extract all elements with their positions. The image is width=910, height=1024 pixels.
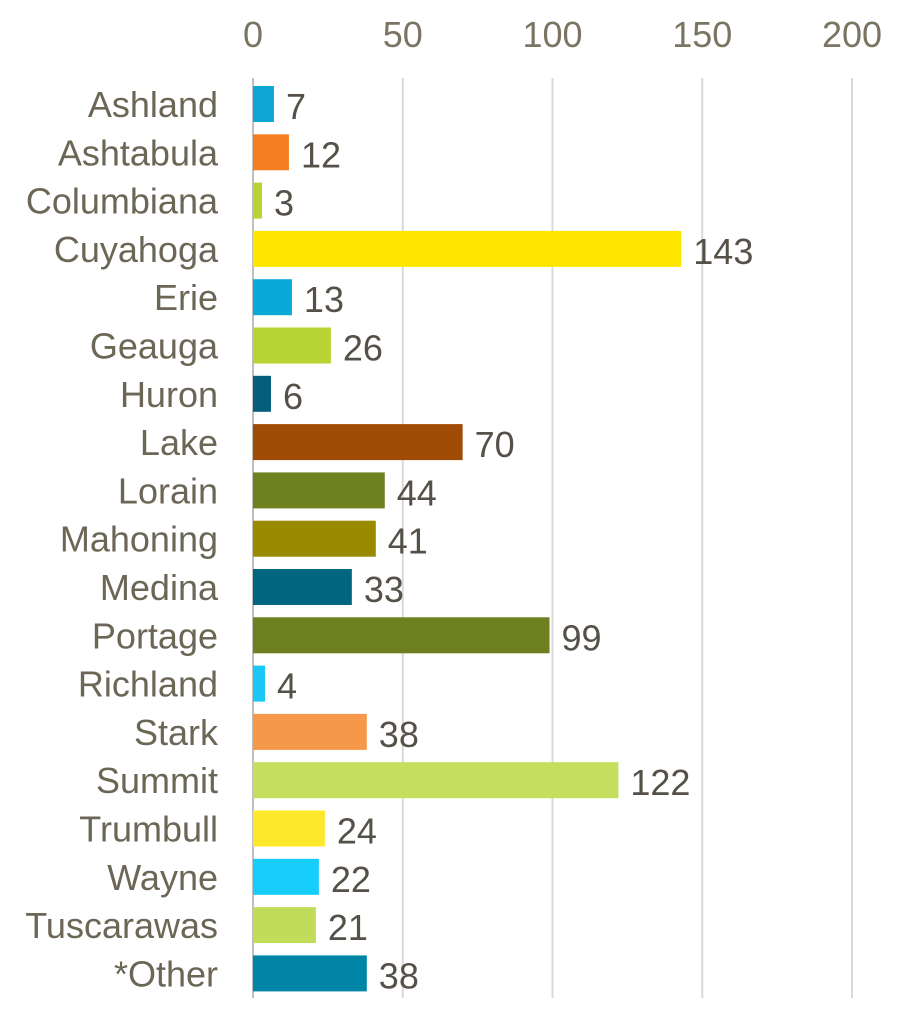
- value-label: 24: [337, 811, 377, 852]
- category-label: Erie: [154, 277, 218, 318]
- bar-trumbull: [253, 810, 325, 847]
- value-label: 12: [301, 134, 341, 175]
- bar-tuscarawas: [253, 907, 316, 944]
- value-label: 143: [693, 231, 753, 272]
- bar-huron: [253, 375, 271, 412]
- x-axis-tick-labels: 0 50 100 150 200: [243, 14, 882, 55]
- bar-summit: [253, 762, 619, 799]
- bar-medina: [253, 569, 352, 605]
- value-label: 122: [630, 762, 690, 803]
- value-label: 41: [388, 521, 428, 562]
- value-label: 44: [397, 472, 437, 513]
- category-label: Ashtabula: [58, 132, 219, 173]
- value-label: 70: [475, 424, 515, 465]
- bar-other: [253, 955, 367, 992]
- value-label: 38: [379, 955, 419, 996]
- bar-lake: [253, 424, 463, 461]
- category-label: Tuscarawas: [25, 905, 218, 946]
- value-label: 99: [562, 617, 602, 658]
- x-tick-label: 50: [383, 14, 423, 55]
- bar-cuyahoga: [253, 230, 682, 267]
- bar-portage: [253, 617, 550, 654]
- value-label: 4: [277, 666, 297, 707]
- category-label: Geauga: [90, 326, 219, 367]
- bar-stark: [253, 713, 367, 750]
- category-label: Summit: [96, 760, 218, 801]
- bar-mahoning: [253, 520, 376, 557]
- value-label: 22: [331, 859, 371, 900]
- bar-ashland: [253, 86, 274, 122]
- bar-lorain: [253, 472, 385, 509]
- category-label: Lorain: [118, 470, 218, 511]
- value-label: 6: [283, 376, 303, 417]
- value-label: 3: [274, 183, 294, 224]
- category-label: Mahoning: [60, 519, 218, 560]
- x-tick-label: 150: [672, 14, 732, 55]
- category-label: Richland: [78, 664, 218, 705]
- bars: [253, 86, 682, 992]
- category-label: Ashland: [88, 84, 218, 125]
- category-label: Trumbull: [79, 809, 218, 850]
- x-tick-label: 0: [243, 14, 263, 55]
- bar-ashtabula: [253, 134, 289, 171]
- x-tick-label: 100: [522, 14, 582, 55]
- value-label: 33: [364, 569, 404, 610]
- bar-wayne: [253, 858, 319, 895]
- bar-richland: [253, 665, 265, 702]
- x-tick-label: 200: [822, 14, 882, 55]
- value-label: 21: [328, 907, 368, 948]
- category-label: Stark: [134, 712, 219, 753]
- bar-geauga: [253, 327, 331, 364]
- value-label: 38: [379, 714, 419, 755]
- category-label: Wayne: [107, 857, 218, 898]
- category-labels: Ashland Ashtabula Columbiana Cuyahoga Erie Ge…: [25, 84, 219, 994]
- category-label: Cuyahoga: [54, 229, 219, 270]
- bar-columbiana: [253, 182, 262, 219]
- category-label: Medina: [100, 567, 219, 608]
- value-label: 13: [304, 279, 344, 320]
- category-label: Portage: [92, 615, 218, 656]
- category-label: *Other: [114, 953, 218, 994]
- category-label: Lake: [140, 422, 218, 463]
- value-label: 7: [286, 86, 306, 127]
- value-label: 26: [343, 328, 383, 369]
- bar-erie: [253, 279, 292, 316]
- category-label: Columbiana: [26, 181, 219, 222]
- category-label: Huron: [120, 374, 218, 415]
- value-labels: 7 123 143 13 26 6 70 44 41 33 99 4 38 122 24 22 21 38: [274, 86, 753, 996]
